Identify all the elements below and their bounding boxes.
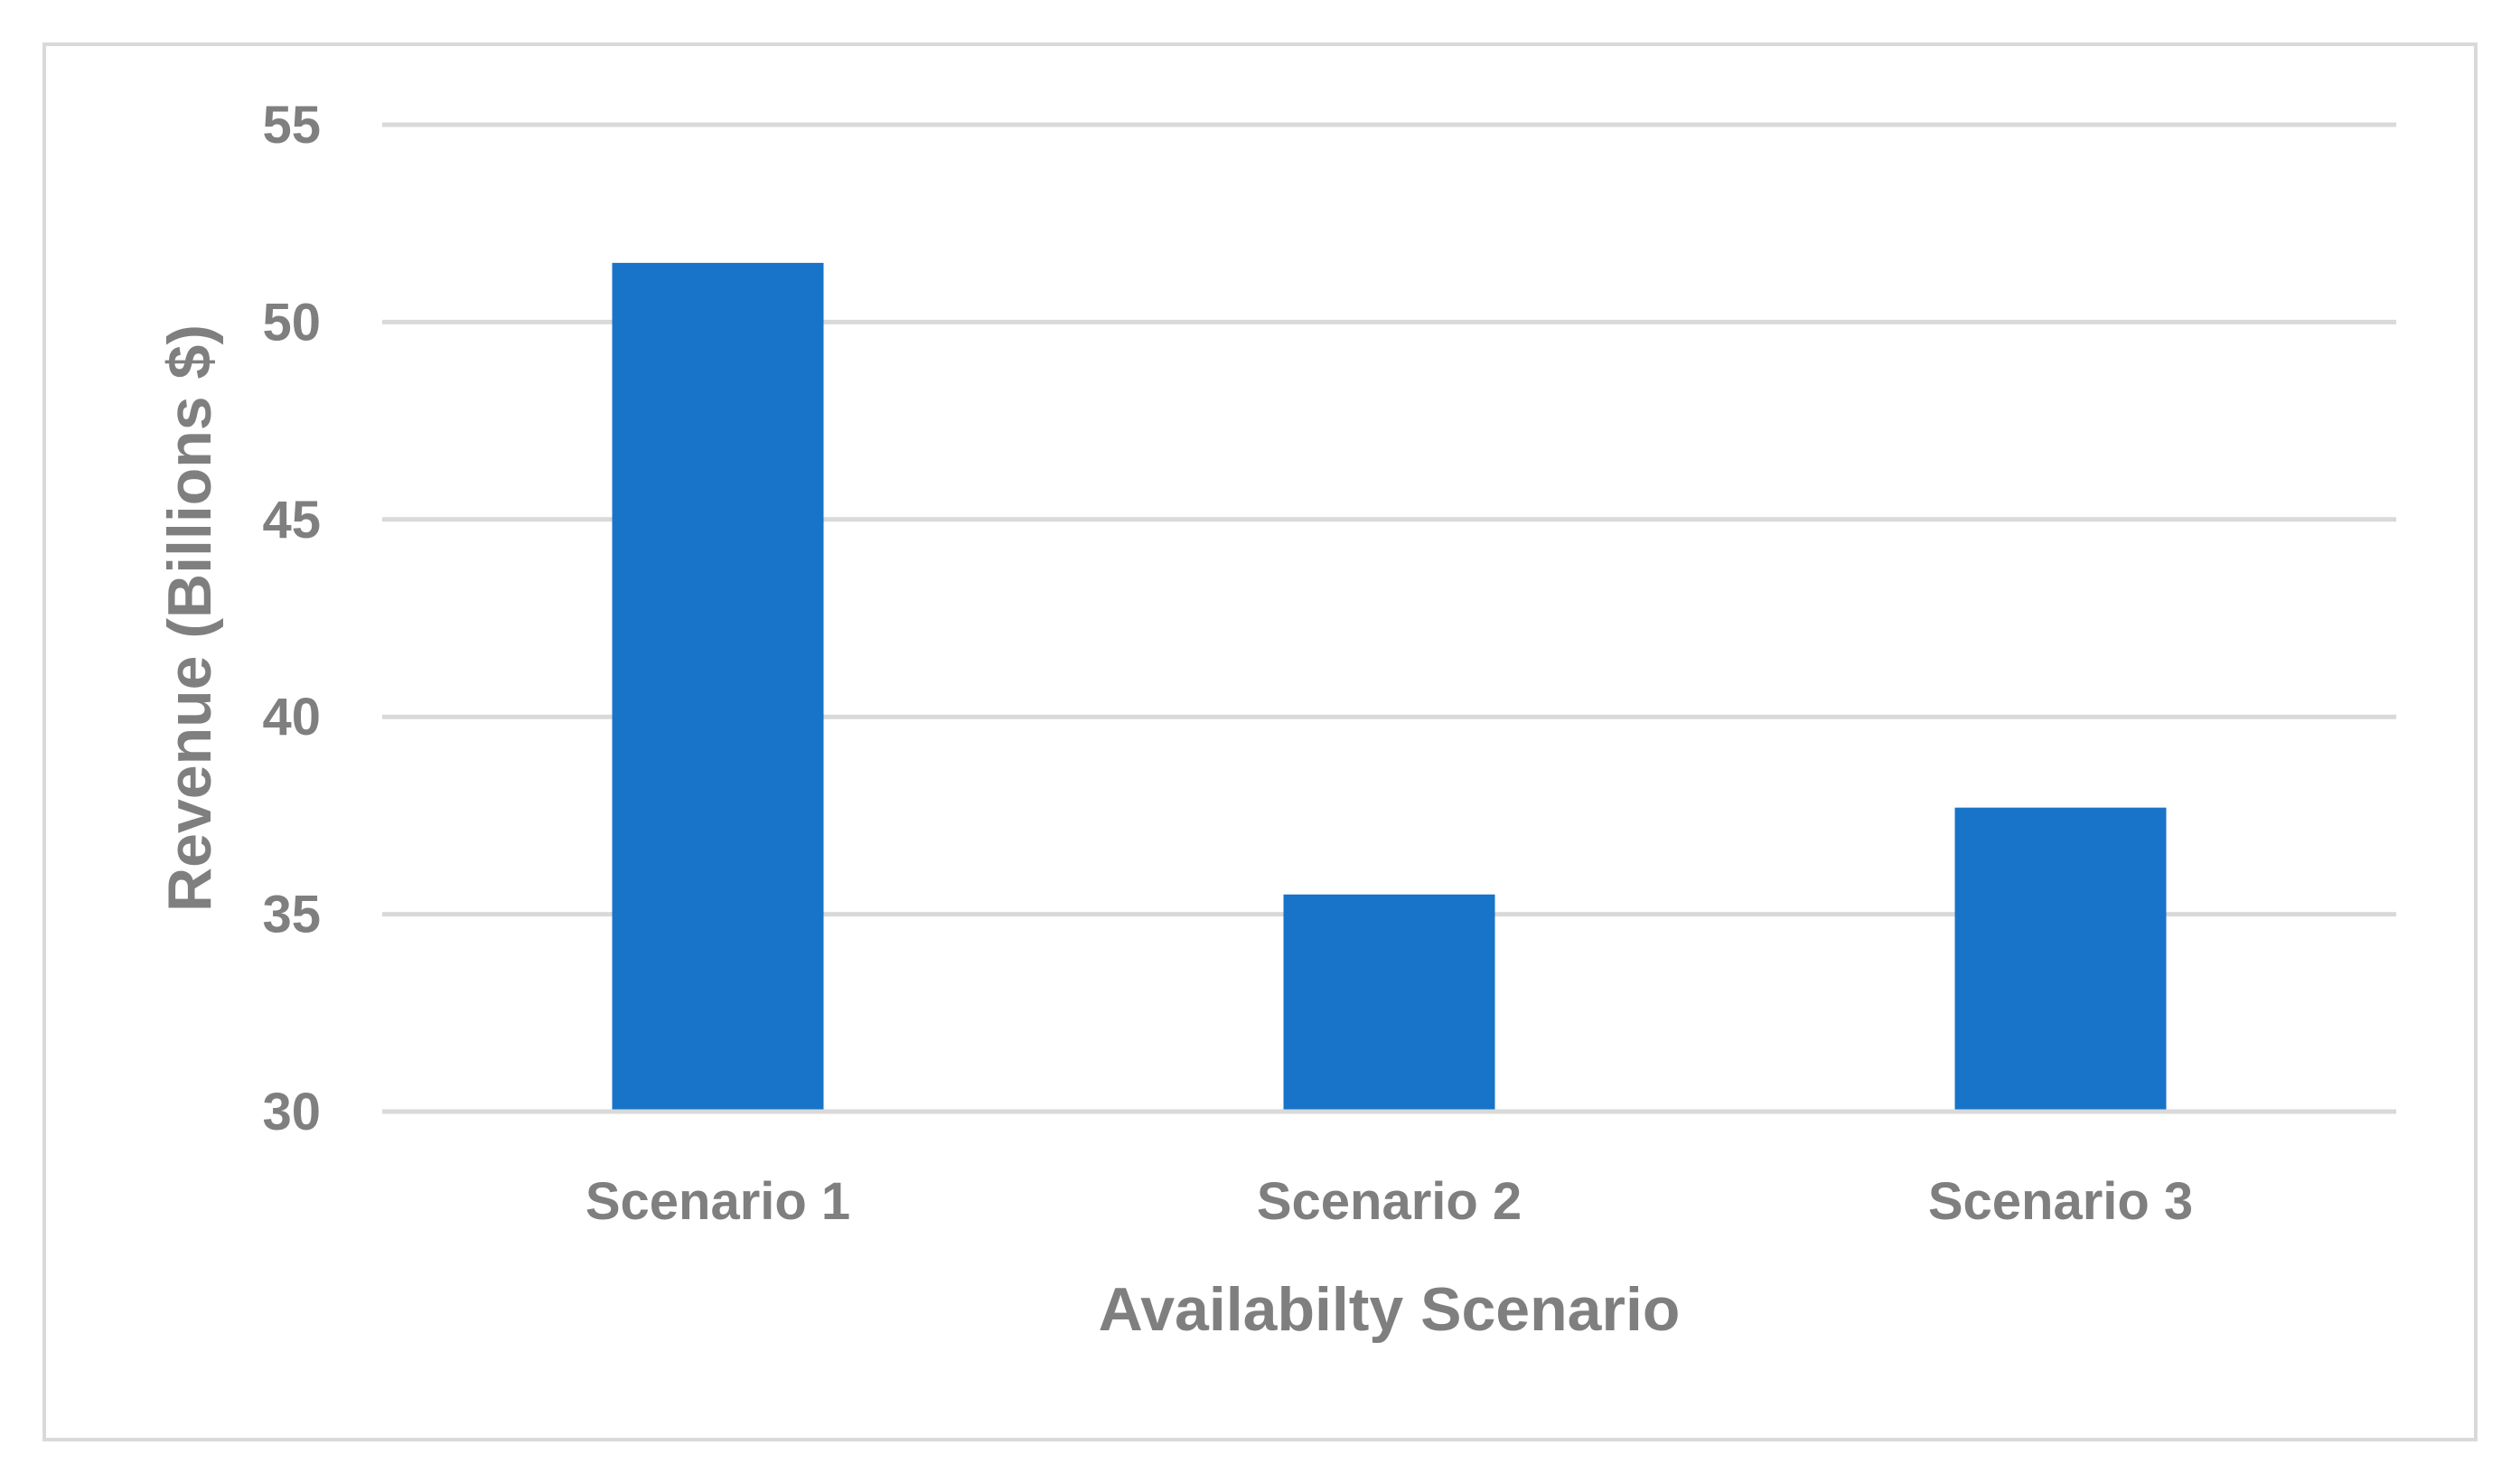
bar-scenario-2 <box>1283 894 1495 1112</box>
y-tick-label: 30 <box>262 1083 321 1141</box>
x-axis-title: Availabilty Scenario <box>1099 1275 1681 1344</box>
y-tick-label: 35 <box>262 886 321 944</box>
x-tick-label: Scenario 1 <box>586 1172 850 1231</box>
y-tick-label: 45 <box>262 491 321 549</box>
bar-scenario-1 <box>612 262 824 1112</box>
y-tick-label: 40 <box>262 688 321 746</box>
y-axis-title: Revenue (Billions $) <box>155 324 224 912</box>
chart-frame <box>42 42 2478 1441</box>
x-tick-label: Scenario 3 <box>1928 1172 2193 1231</box>
y-tick-label: 55 <box>262 96 321 155</box>
y-tick-label: 50 <box>262 293 321 352</box>
x-tick-label: Scenario 2 <box>1257 1172 1522 1231</box>
x-axis-ticks: Scenario 1 Scenario 2 Scenario 3 <box>586 1172 2193 1231</box>
bars <box>382 262 2396 1114</box>
bar-scenario-3 <box>1954 807 2167 1112</box>
y-axis-ticks: 30 35 40 45 50 55 <box>262 96 321 1141</box>
